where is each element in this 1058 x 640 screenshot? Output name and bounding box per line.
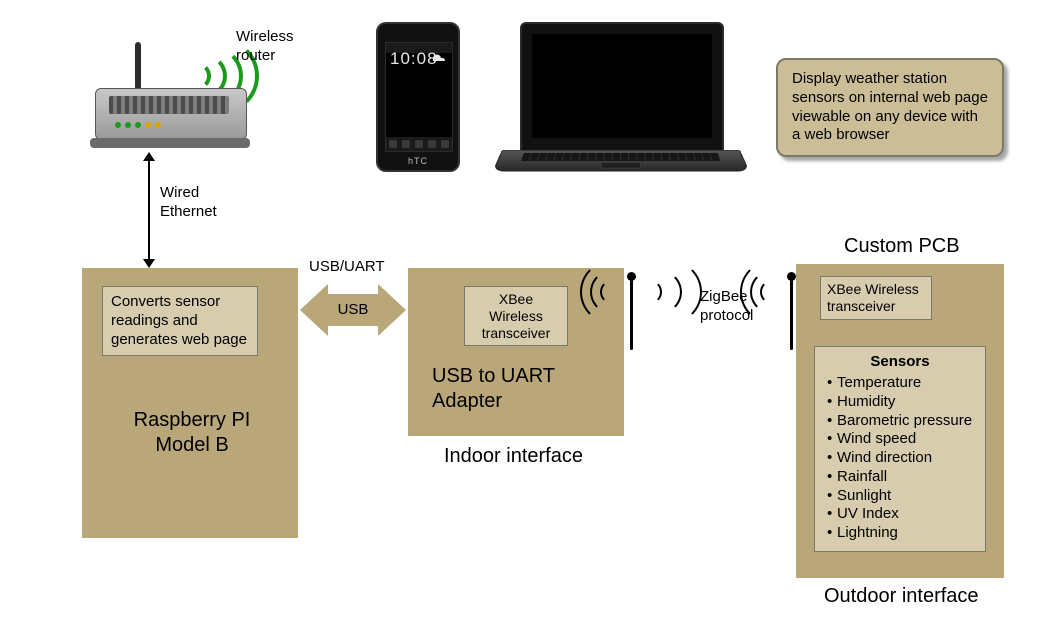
pi-title: Raspberry PI Model B [122,408,262,458]
sensors-list: TemperatureHumidityBarometric pressureWi… [825,374,975,543]
router-label: Wireless router [236,28,294,66]
phone-brand: hTC [378,156,458,166]
pi-panel: Converts sensor readings and generates w… [102,286,258,356]
sensors-panel: Sensors TemperatureHumidityBarometric pr… [814,346,986,552]
sensor-item: Wind direction [837,449,975,468]
outdoor-xbee-panel: XBee Wireless transceiver [820,276,932,320]
indoor-xbee-panel: XBee Wireless transceiver [464,286,568,346]
double-arrow-icon: USB [300,284,406,336]
sensor-item: Wind speed [837,430,975,449]
ethernet-label: Wired Ethernet [160,184,217,222]
custom-pcb-header: Custom PCB [844,234,960,259]
outdoor-block: XBee Wireless transceiver Sensors Temper… [796,264,1004,578]
sensors-title: Sensors [825,353,975,370]
sensor-item: Rainfall [837,468,975,487]
router-antenna-icon [135,42,141,90]
radio-arc-icon [760,280,784,304]
callout-text: Display weather station sensors on inter… [792,70,988,145]
sensor-item: Humidity [837,393,975,412]
sensor-item: Sunlight [837,487,975,506]
router-leds-icon [115,122,161,128]
weather-icon [430,49,448,63]
info-callout: Display weather station sensors on inter… [776,58,1004,157]
usb-uart-label-top: USB/UART [309,258,385,277]
router-vents-icon [109,96,229,114]
radio-arc-icon [600,280,624,304]
outdoor-caption: Outdoor interface [824,584,979,609]
sensor-item: Lightning [837,524,975,543]
usb-uart-label-inside: USB [300,301,406,320]
indoor-caption: Indoor interface [444,444,583,469]
sensor-item: UV Index [837,505,975,524]
raspberry-pi-block: Converts sensor readings and generates w… [82,268,298,538]
router-base-icon [90,138,250,148]
laptop-icon [502,22,742,190]
sensor-item: Temperature [837,374,975,393]
indoor-title: USB to UART Adapter [432,364,555,414]
ethernet-link [148,160,150,260]
radio-arc-icon [638,280,662,304]
sensor-item: Barometric pressure [837,412,975,431]
